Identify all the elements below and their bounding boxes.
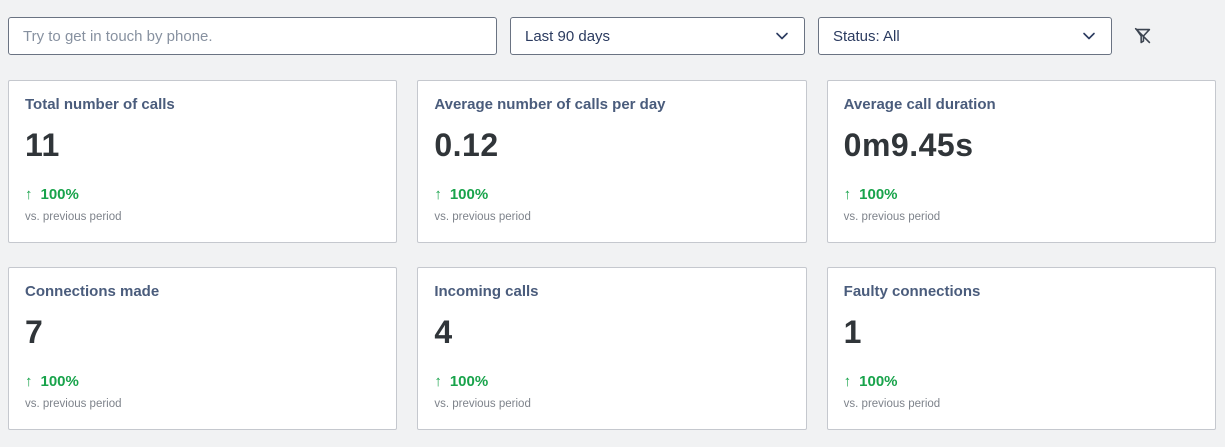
kpi-cards-grid: Total number of calls 11 ↑ 100% vs. prev… bbox=[8, 80, 1216, 430]
delta-percent: 100% bbox=[449, 186, 489, 203]
card-caption: vs. previous period bbox=[25, 211, 122, 223]
delta-percent: 100% bbox=[40, 186, 79, 203]
card-value: 1 bbox=[843, 314, 862, 350]
delta-percent: 100% bbox=[40, 373, 79, 390]
date-range-select[interactable]: Last 90 days bbox=[510, 17, 805, 55]
kpi-card-total-calls: Total number of calls 11 ↑ 100% vs. prev… bbox=[8, 80, 398, 243]
search-input[interactable] bbox=[8, 17, 497, 55]
delta-percent: 100% bbox=[859, 186, 898, 203]
card-value: 0.12 bbox=[434, 127, 499, 163]
chevron-down-icon bbox=[1083, 32, 1095, 40]
card-caption: vs. previous period bbox=[434, 398, 531, 410]
kpi-card-faulty-connections: Faulty connections 1 ↑ 100% vs. previous… bbox=[826, 267, 1216, 430]
kpi-card-connections-made: Connections made 7 ↑ 100% vs. previous p… bbox=[8, 267, 398, 430]
card-delta: ↑ 100% bbox=[434, 374, 789, 389]
card-value: 4 bbox=[434, 314, 453, 350]
card-title: Average call duration bbox=[843, 96, 996, 113]
arrow-up-icon: ↑ bbox=[843, 373, 852, 390]
card-title: Connections made bbox=[25, 283, 160, 300]
arrow-up-icon: ↑ bbox=[25, 373, 33, 390]
card-caption: vs. previous period bbox=[25, 398, 122, 410]
card-delta: ↑ 100% bbox=[844, 374, 1199, 389]
card-title: Incoming calls bbox=[434, 283, 539, 300]
arrow-up-icon: ↑ bbox=[25, 186, 33, 203]
delta-percent: 100% bbox=[449, 373, 489, 390]
card-caption: vs. previous period bbox=[843, 398, 941, 410]
clear-filters-button[interactable] bbox=[1129, 22, 1157, 50]
card-caption: vs. previous period bbox=[843, 211, 941, 223]
kpi-card-avg-call-duration: Average call duration 0m9.45s ↑ 100% vs.… bbox=[826, 80, 1216, 243]
arrow-up-icon: ↑ bbox=[434, 186, 442, 203]
card-title: Average number of calls per day bbox=[434, 96, 666, 113]
delta-percent: 100% bbox=[859, 373, 898, 390]
card-delta: ↑ 100% bbox=[434, 187, 789, 202]
card-caption: vs. previous period bbox=[434, 211, 531, 223]
card-delta: ↑ 100% bbox=[25, 187, 380, 202]
card-title: Faulty connections bbox=[843, 283, 981, 300]
date-range-value: Last 90 days bbox=[525, 27, 611, 45]
card-value: 11 bbox=[25, 127, 60, 163]
kpi-card-incoming-calls: Incoming calls 4 ↑ 100% vs. previous per… bbox=[417, 267, 807, 430]
card-value: 7 bbox=[25, 314, 44, 350]
kpi-card-avg-calls-per-day: Average number of calls per day 0.12 ↑ 1… bbox=[417, 80, 807, 243]
card-title: Total number of calls bbox=[25, 96, 175, 113]
status-filter-value: Status: All bbox=[833, 27, 900, 45]
card-delta: ↑ 100% bbox=[844, 187, 1199, 202]
chevron-down-icon bbox=[776, 32, 788, 40]
card-delta: ↑ 100% bbox=[25, 374, 380, 389]
status-filter-select[interactable]: Status: All bbox=[818, 17, 1112, 55]
filter-off-icon bbox=[1134, 27, 1151, 44]
arrow-up-icon: ↑ bbox=[843, 186, 852, 203]
arrow-up-icon: ↑ bbox=[434, 373, 442, 390]
card-value: 0m9.45s bbox=[843, 127, 974, 163]
filter-toolbar: Last 90 days Status: All bbox=[0, 0, 1225, 55]
